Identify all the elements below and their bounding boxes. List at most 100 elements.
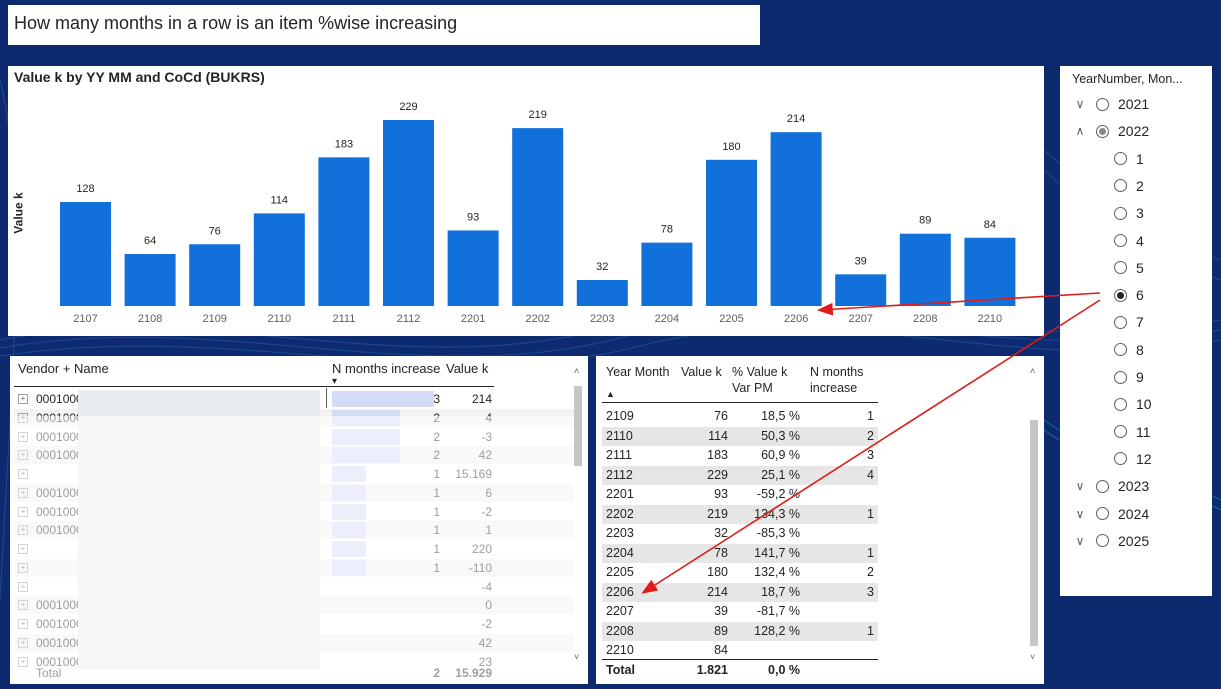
slicer-year-2025[interactable]: ∨ 2025 [1072, 531, 1150, 551]
radio-button[interactable] [1114, 288, 1127, 302]
bar-2207[interactable] [835, 274, 887, 306]
col-header-year-month[interactable]: Year Month [606, 365, 670, 379]
table-row[interactable]: 2112 229 25,1 % 4 [602, 465, 878, 485]
scroll-up-arrow[interactable]: ˄ [1030, 366, 1036, 376]
expand-row-icon[interactable]: + [18, 487, 28, 498]
bar-2111[interactable] [318, 157, 370, 306]
radio-button[interactable] [1114, 234, 1127, 247]
radio-button[interactable] [1114, 425, 1127, 439]
bar-2203[interactable] [576, 280, 628, 306]
col-header-value-k[interactable]: Value k [681, 365, 722, 379]
slicer-month-11[interactable]: 11 [1114, 422, 1151, 442]
slicer-month-10[interactable]: 10 [1114, 394, 1152, 414]
radio-button[interactable] [1114, 261, 1127, 275]
radio-button[interactable] [1114, 452, 1127, 466]
table-row[interactable]: 2203 32 -85,3 % [602, 524, 878, 543]
col-header-vendor[interactable]: Vendor + Name [18, 361, 109, 376]
column-resize-handle[interactable] [326, 388, 327, 408]
radio-button[interactable] [1096, 479, 1109, 493]
vendor-table[interactable]: Vendor + Name N months increase ▾ Value … [10, 356, 588, 684]
radio-button[interactable] [1096, 97, 1109, 111]
slicer-month-1[interactable]: 1 [1114, 149, 1144, 169]
expand-row-icon[interactable]: + [18, 525, 28, 536]
expand-chevron-icon[interactable]: ∨ [1075, 97, 1085, 111]
bar-2208[interactable] [899, 233, 951, 306]
slicer-year-2024[interactable]: ∨ 2024 [1072, 504, 1150, 524]
radio-button[interactable] [1114, 397, 1127, 411]
slicer-month-12[interactable]: 12 [1114, 449, 1152, 469]
bar-2107[interactable] [60, 202, 111, 306]
col-header-value[interactable]: Value k [446, 361, 489, 376]
radio-button[interactable] [1114, 343, 1127, 357]
bar-2201[interactable] [447, 230, 499, 306]
bar-2202[interactable] [512, 128, 564, 306]
expand-row-icon[interactable]: + [18, 450, 28, 461]
expand-row-icon[interactable]: + [18, 431, 28, 442]
expand-row-icon[interactable]: + [18, 581, 28, 592]
expand-chevron-icon[interactable]: ∨ [1075, 479, 1085, 494]
table-row[interactable]: 2110 114 50,3 % 2 [602, 426, 878, 446]
slicer-month-3[interactable]: 3 [1114, 203, 1144, 223]
radio-button[interactable] [1096, 534, 1109, 548]
slicer-year-2022[interactable]: ∧ 2022 [1072, 121, 1150, 141]
scroll-down-arrow[interactable]: ˅ [574, 652, 580, 662]
bar-2108[interactable] [124, 254, 176, 306]
slicer-month-7[interactable]: 7 [1114, 312, 1144, 332]
radio-button[interactable] [1114, 206, 1127, 220]
bar-2204[interactable] [641, 242, 693, 306]
expand-row-icon[interactable]: + [18, 394, 28, 404]
radio-button[interactable] [1114, 152, 1127, 166]
slicer-year-2023[interactable]: ∨ 2023 [1072, 476, 1150, 496]
vertical-scrollbar-thumb[interactable] [574, 386, 582, 466]
collapse-chevron-icon[interactable]: ∧ [1075, 124, 1085, 139]
expand-row-icon[interactable]: + [18, 637, 28, 648]
bar-2206[interactable] [770, 132, 822, 306]
bar-2210[interactable] [964, 237, 1016, 306]
table-row[interactable]: 2210 84 [602, 641, 878, 660]
col-header-n-months[interactable]: N months increase [332, 361, 441, 376]
scroll-up-arrow[interactable]: ˄ [574, 366, 580, 376]
expand-chevron-icon[interactable]: ∨ [1075, 506, 1085, 521]
expand-row-icon[interactable]: + [18, 469, 28, 479]
expand-row-icon[interactable]: + [18, 619, 28, 629]
table-row[interactable]: 2201 93 -59,2 % [602, 485, 878, 504]
slicer-month-9[interactable]: 9 [1114, 367, 1144, 387]
bar-chart-visual[interactable]: Value k by YY MM and CoCd (BUKRS) Value … [8, 66, 1044, 336]
col-header-n-line1[interactable]: N months [810, 365, 864, 379]
expand-row-icon[interactable]: + [18, 544, 28, 554]
bar-2112[interactable] [383, 120, 434, 306]
vertical-scrollbar-thumb[interactable] [1030, 420, 1038, 646]
expand-row-icon[interactable]: + [18, 506, 28, 517]
expand-row-icon[interactable]: + [18, 600, 28, 611]
table-row[interactable]: 2206 214 18,7 % 3 [602, 582, 878, 602]
table-row[interactable]: 2111 183 60,9 % 3 [602, 446, 878, 465]
slicer-year-2021[interactable]: ∨ 2021 [1072, 94, 1150, 114]
radio-button[interactable] [1114, 370, 1127, 384]
table-row[interactable]: 2202 219 134,3 % 1 [602, 504, 878, 524]
table-row[interactable]: 2109 76 18,5 % 1 [602, 407, 878, 426]
col-header-pct-line1[interactable]: % Value k [732, 365, 788, 379]
table-row[interactable]: 2205 180 132,4 % 2 [602, 563, 878, 582]
radio-button[interactable] [1096, 124, 1109, 138]
table-row[interactable]: 2204 78 141,7 % 1 [602, 543, 878, 563]
year-month-slicer[interactable]: YearNumber, Mon... ∨ 2021 ∧ 2022 1 2 3 4 5 6 7 8 9 10… [1060, 66, 1212, 596]
slicer-month-8[interactable]: 8 [1114, 340, 1144, 360]
table-row[interactable]: 2208 89 128,2 % 1 [602, 621, 878, 641]
table-row[interactable]: +0001000 3 214 [14, 390, 574, 408]
table-row[interactable]: 2207 39 -81,7 % [602, 602, 878, 621]
radio-button[interactable] [1096, 507, 1109, 520]
radio-button[interactable] [1114, 179, 1127, 193]
slicer-month-5[interactable]: 5 [1114, 258, 1144, 278]
slicer-month-4[interactable]: 4 [1114, 231, 1144, 251]
radio-button[interactable] [1114, 315, 1127, 329]
expand-row-icon[interactable]: + [18, 562, 28, 573]
bar-2110[interactable] [253, 213, 305, 306]
year-month-table[interactable]: Year Month ▲ Value k % Value k Var PM N … [596, 356, 1044, 684]
slicer-month-6[interactable]: 6 [1114, 285, 1144, 305]
expand-chevron-icon[interactable]: ∨ [1075, 533, 1085, 548]
scroll-down-arrow[interactable]: ˅ [1030, 652, 1036, 662]
expand-row-icon[interactable]: + [18, 412, 28, 423]
bar-2109[interactable] [189, 244, 241, 306]
bar-2205[interactable] [706, 159, 757, 306]
slicer-month-2[interactable]: 2 [1114, 176, 1144, 196]
